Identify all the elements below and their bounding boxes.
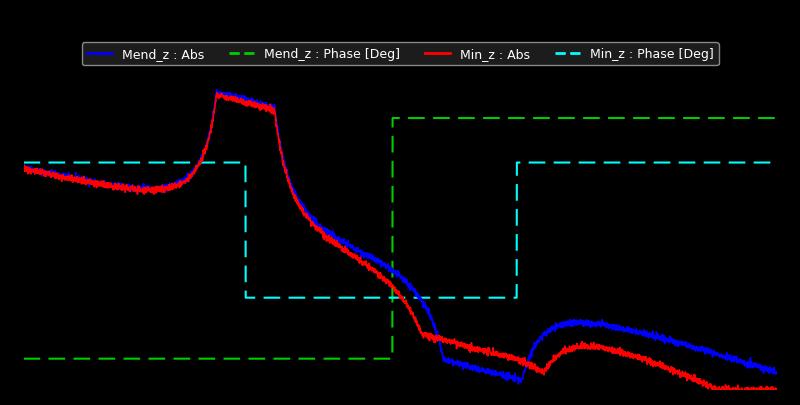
Legend: Mend_z : Abs, Mend_z : Phase [Deg], Min_z : Abs, Min_z : Phase [Deg]: Mend_z : Abs, Mend_z : Phase [Deg], Min_… — [82, 43, 718, 66]
